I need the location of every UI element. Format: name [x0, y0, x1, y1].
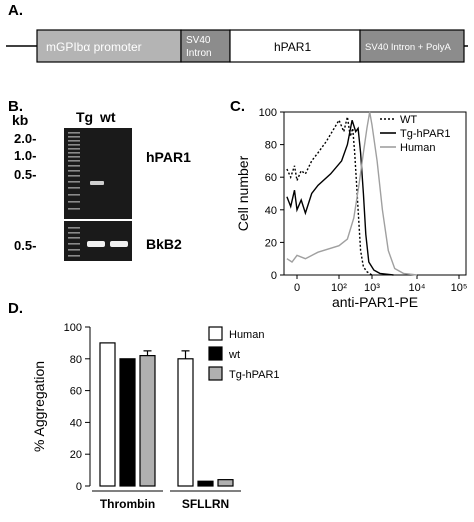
category-label: SFLLRN [182, 497, 229, 511]
ladder-band [68, 227, 80, 229]
series-line-tg-hpar1 [286, 119, 394, 276]
legend-label: wt [228, 349, 240, 361]
ladder-band [68, 181, 80, 183]
ladder-band [68, 132, 80, 134]
bar-human [177, 358, 194, 487]
ladder-band [68, 140, 80, 142]
y-tick-label: 60 [70, 386, 82, 398]
gel-top [64, 128, 132, 219]
ladder-band [68, 208, 80, 210]
segment-hpar1-text: hPAR1 [274, 40, 311, 54]
legend-label: Human [229, 329, 264, 341]
legend-swatch [208, 366, 223, 381]
legend-swatch [208, 346, 223, 361]
ladder-band [68, 152, 80, 154]
y-tick-label: 40 [265, 205, 277, 217]
y-tick-label: 100 [64, 322, 82, 334]
lane-label-wt: wt [99, 109, 116, 125]
x-tick-label: 10⁵ [451, 282, 468, 294]
series-line-wt [286, 116, 373, 276]
marker-label-1-0: 1.0- [14, 148, 36, 163]
y-tick-label: 20 [70, 449, 82, 461]
gel-image: kb Tg wt 2.0- 1.0- 0.5- 0.5- hPAR1 BkB2 [12, 109, 191, 261]
legend-swatch [208, 326, 223, 341]
construct-diagram: mGPIbα promoter SV40 Intron hPAR1 SV40 I… [6, 29, 468, 63]
plot-frame [283, 111, 467, 276]
x-tick-label: 10³ [364, 282, 380, 294]
y-tick-label: 40 [70, 417, 82, 429]
bar-wt [197, 480, 214, 487]
y-axis-label: % Aggregation [31, 361, 47, 452]
ladder-band [68, 160, 80, 162]
ladder-bands [68, 132, 80, 257]
lane-label-tg: Tg [76, 109, 93, 125]
ladder-band [68, 165, 80, 167]
marker-label-0-5: 0.5- [14, 167, 36, 182]
ladder-band [68, 201, 80, 203]
ladder-band [68, 255, 80, 257]
marker-label-2-0: 2.0- [14, 131, 36, 146]
y-tick-label: 100 [259, 107, 277, 119]
gel-label-hpar1: hPAR1 [146, 149, 191, 165]
x-tick-label: 0 [294, 282, 300, 294]
x-tick-label: 10² [331, 282, 347, 294]
panel-d-label: D. [8, 300, 23, 317]
bar-human [99, 342, 116, 487]
category-label: Thrombin [100, 497, 155, 511]
ladder-band [68, 249, 80, 251]
ladder-band [68, 148, 80, 150]
band-bkb2-tg [87, 241, 105, 247]
segment-promoter-text: mGPIbα promoter [46, 40, 142, 54]
x-axis-label: anti-PAR1-PE [332, 294, 418, 310]
bar-tg-hpar1 [139, 355, 156, 487]
x-tick-label: 10⁴ [409, 282, 426, 294]
bar-tg-hpar1 [217, 479, 234, 487]
ladder-band [68, 175, 80, 177]
panel-b-label: B. [8, 98, 23, 115]
gel-label-bkb2: BkB2 [146, 236, 182, 252]
y-tick-label: 80 [265, 140, 277, 152]
aggregation-bar-chart: 0 20 40 60 80 100 % Aggregation Thrombin SFLLRN H… [31, 322, 280, 511]
ladder-band [68, 237, 80, 239]
segment-sv40-intron-text-2: Intron [186, 48, 212, 59]
y-tick-label: 80 [70, 354, 82, 366]
segment-sv40-polya-text: SV40 Intron + PolyA [365, 42, 451, 53]
legend-label: WT [400, 114, 417, 126]
ladder-band [68, 187, 80, 189]
bar-wt [119, 358, 136, 487]
y-tick-label: 20 [265, 237, 277, 249]
ladder-band [68, 232, 80, 234]
segment-sv40-intron-text-1: SV40 [186, 35, 211, 46]
ladder-band [68, 194, 80, 196]
segment-sv40-intron [180, 29, 231, 63]
legend-label: Tg-hPAR1 [229, 369, 280, 381]
band-hpar1-tg [90, 181, 104, 185]
ladder-band [68, 156, 80, 158]
segment-sv40-polya [359, 29, 465, 63]
ladder-band [68, 243, 80, 245]
y-axis-label: Cell number [235, 155, 251, 231]
series-line-human [286, 111, 418, 276]
marker-label-bottom-0-5: 0.5- [14, 238, 36, 253]
ladder-band [68, 144, 80, 146]
panel-c-label: C. [230, 98, 245, 115]
panel-a-label: A. [8, 2, 23, 19]
segment-hpar1 [229, 29, 361, 63]
legend-label: Human [400, 142, 435, 154]
y-tick-label: 0 [76, 481, 82, 493]
ladder-band [68, 136, 80, 138]
kb-label: kb [12, 112, 28, 128]
y-tick-label: 60 [265, 172, 277, 184]
legend-label: Tg-hPAR1 [400, 128, 451, 140]
band-bkb2-wt [110, 241, 128, 247]
ladder-band [68, 170, 80, 172]
flow-histogram-chart: 0 20 40 60 80 100 0 10² 10³ 10⁴ 10⁵ anti-PAR1-PE Cel… [235, 107, 468, 310]
y-tick-label: 0 [271, 270, 277, 282]
